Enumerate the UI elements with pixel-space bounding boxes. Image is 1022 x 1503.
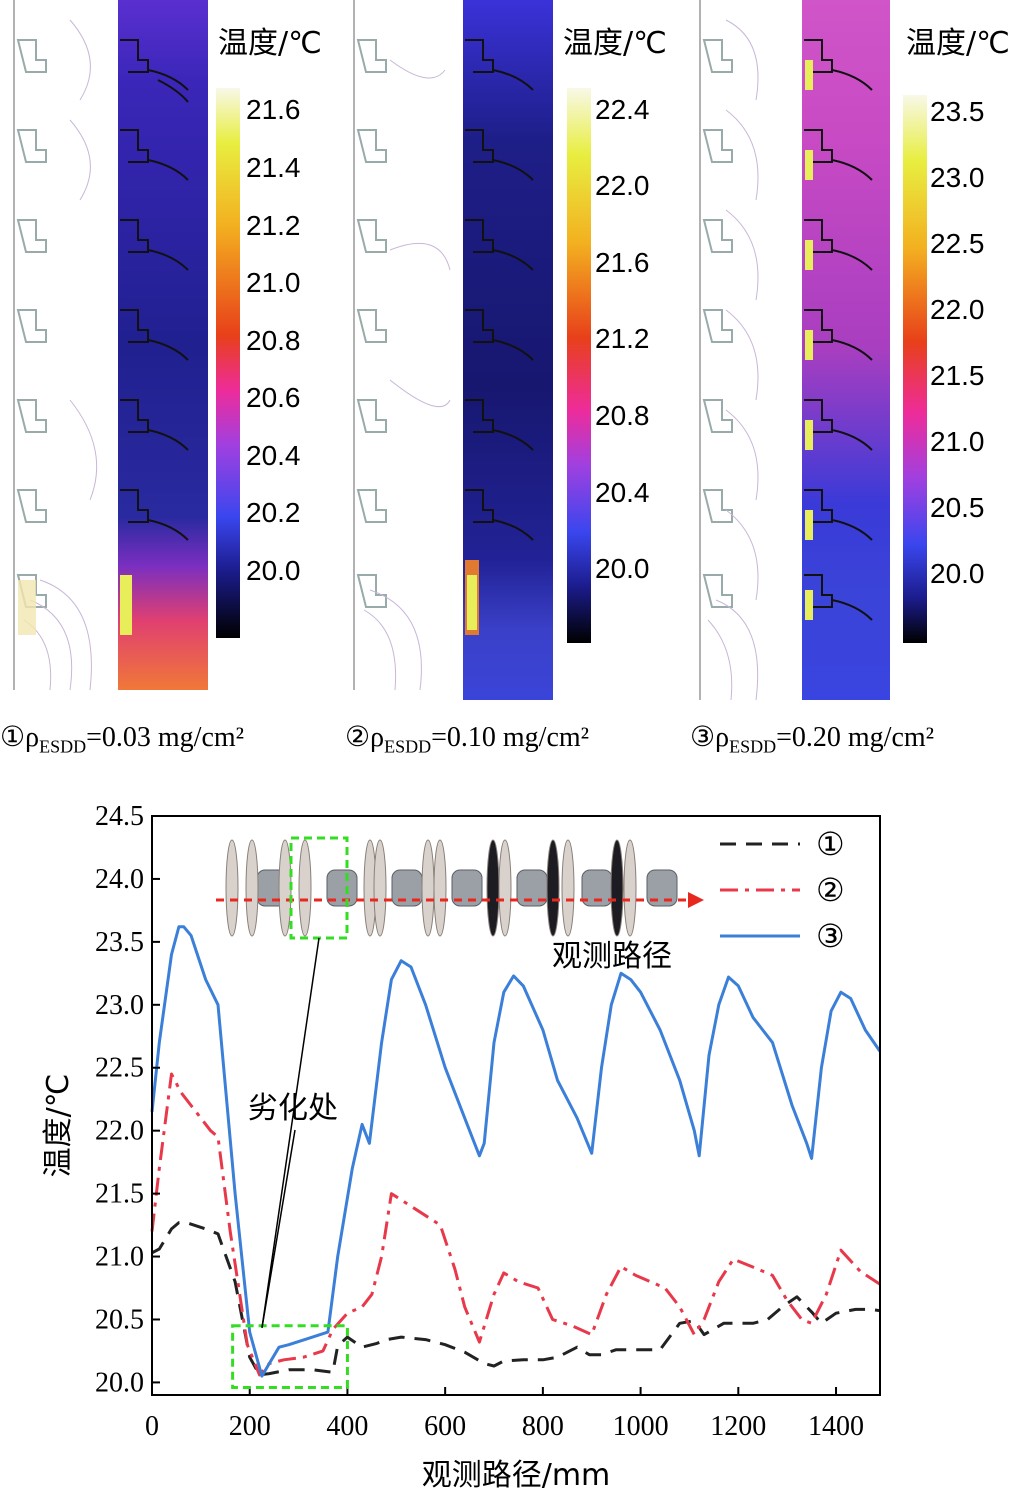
- insulator-disc: [623, 839, 637, 937]
- colorbar-tick-2-4: 20.8: [595, 400, 650, 431]
- colorbar-tick-2-6: 20.0: [595, 553, 650, 584]
- colorbar-tick-3-5: 21.0: [930, 426, 985, 457]
- colorbar-tick-1-3: 21.0: [246, 267, 301, 298]
- y-tick-label: 21.0: [95, 1242, 144, 1273]
- colorbar-tick-1-6: 20.4: [246, 440, 301, 471]
- insulator-contour-image-1: [10, 0, 115, 690]
- colorbar-title-1: 温度/℃: [218, 26, 322, 61]
- y-tick-label: 20.0: [95, 1367, 144, 1398]
- x-tick-label: 1200: [710, 1411, 766, 1442]
- x-tick-label: 200: [229, 1411, 271, 1442]
- sim-panel-3: 温度/℃ 23.5 23.0 22.5 22.0 21.5 21.0 20.5 …: [690, 0, 1022, 757]
- colorbar-tick-3-0: 23.5: [930, 96, 985, 127]
- colorbar-3: [903, 95, 927, 643]
- colorbar-title-3: 温度/℃: [906, 26, 1010, 61]
- colorbar-2: [567, 88, 591, 643]
- y-tick-label: 20.5: [95, 1304, 144, 1335]
- colorbar-1: [216, 88, 240, 638]
- sim-panel-2: 温度/℃ 22.4 22.0 21.6 21.2 20.8 20.4 20.0 …: [345, 0, 685, 757]
- colorbar-tick-1-7: 20.2: [246, 497, 301, 528]
- colorbar-tick-3-6: 20.5: [930, 492, 985, 523]
- temperature-line-chart: 观测路径 0 200 400 600 800 1000 1200 1400 20.0 20.5 21…: [41, 801, 882, 1493]
- insulator-string-inset: 观测路径: [216, 836, 704, 974]
- insulator-contour-image-2: [350, 0, 455, 690]
- insulator-disc: [245, 839, 259, 937]
- panel-caption-3: ③ρESDD=0.20 mg/cm²: [690, 722, 935, 757]
- colorbar-tick-3-2: 22.5: [930, 228, 985, 259]
- insulator-disc: [561, 839, 575, 937]
- insulator-disc: [225, 839, 239, 937]
- panel-caption-2: ②ρESDD=0.10 mg/cm²: [345, 722, 590, 757]
- colorbar-tick-3-1: 23.0: [930, 162, 985, 193]
- insulator-disc: [298, 839, 312, 937]
- y-tick-label: 23.5: [95, 927, 144, 958]
- degradation-annotation: 劣化处: [248, 1091, 338, 1126]
- colorbar-tick-3-4: 21.5: [930, 360, 985, 391]
- insulator-disc: [433, 839, 447, 937]
- colorbar-tick-1-8: 20.0: [246, 555, 301, 586]
- insulator-cap: [326, 869, 358, 907]
- y-tick-label: 23.0: [95, 990, 144, 1021]
- y-tick-label: 22.5: [95, 1053, 144, 1084]
- sim-panel-1: 温度/℃ 21.6 21.4 21.2 21.0 20.8 20.6 20.4 …: [0, 0, 340, 757]
- temperature-field-image-3: [802, 0, 890, 700]
- y-axis-label: 温度/℃: [41, 1074, 76, 1178]
- colorbar-tick-2-2: 21.6: [595, 247, 650, 278]
- colorbar-tick-2-5: 20.4: [595, 477, 650, 508]
- x-tick-label: 1400: [808, 1411, 864, 1442]
- insulator-disc: [498, 839, 512, 937]
- y-tick-label: 24.0: [95, 864, 144, 895]
- x-tick-label: 600: [424, 1411, 466, 1442]
- degradation-highlight-box: [231, 1324, 349, 1389]
- insulator-disc: [373, 839, 387, 937]
- x-axis-label: 观测路径/mm: [422, 1458, 611, 1493]
- insulator-disc: [486, 839, 500, 937]
- colorbar-tick-1-0: 21.6: [246, 94, 301, 125]
- colorbar-tick-1-4: 20.8: [246, 325, 301, 356]
- temperature-field-image-1: [118, 0, 208, 690]
- series-line-2: [150, 1072, 881, 1377]
- chart-legend: ① ② ③: [720, 825, 845, 955]
- x-tick-label: 1000: [613, 1411, 669, 1442]
- insulator-cap: [451, 869, 483, 907]
- colorbar-tick-3-7: 20.0: [930, 558, 985, 589]
- annotation-pointer-line: [261, 1129, 296, 1328]
- y-tick-label: 24.5: [95, 801, 144, 832]
- x-tick-label: 0: [145, 1411, 159, 1442]
- arrow-head-icon: [688, 892, 704, 908]
- colorbar-title-2: 温度/℃: [563, 26, 667, 61]
- insulator-disc: [278, 839, 292, 937]
- legend-label-3: ③: [816, 917, 845, 955]
- y-tick-label: 21.5: [95, 1179, 144, 1210]
- colorbar-tick-2-1: 22.0: [595, 170, 650, 201]
- insulator-contour-image-3: [696, 0, 801, 700]
- inset-path-label: 观测路径: [552, 939, 672, 974]
- legend-label-2: ②: [816, 871, 845, 909]
- insulator-disc: [421, 839, 435, 937]
- panel-caption-1: ①ρESDD=0.03 mg/cm²: [0, 722, 245, 757]
- colorbar-tick-2-3: 21.2: [595, 323, 650, 354]
- y-tick-label: 22.0: [95, 1116, 144, 1147]
- plot-frame: [151, 815, 881, 1396]
- colorbar-tick-2-0: 22.4: [595, 94, 650, 125]
- insulator-disc: [610, 839, 624, 937]
- annotation-leader-line: [261, 937, 320, 1328]
- x-tick-label: 800: [522, 1411, 564, 1442]
- temperature-field-image-2: [463, 0, 553, 700]
- colorbar-tick-1-2: 21.2: [246, 210, 301, 241]
- insulator-disc: [546, 839, 560, 937]
- colorbar-tick-3-3: 22.0: [930, 294, 985, 325]
- insulator-cap: [646, 869, 678, 907]
- colorbar-tick-1-1: 21.4: [246, 152, 301, 183]
- colorbar-tick-1-5: 20.6: [246, 382, 301, 413]
- x-tick-label: 400: [326, 1411, 368, 1442]
- series-line-3: [150, 925, 882, 1378]
- series-line-1: [151, 1221, 881, 1377]
- legend-label-1: ①: [816, 825, 845, 863]
